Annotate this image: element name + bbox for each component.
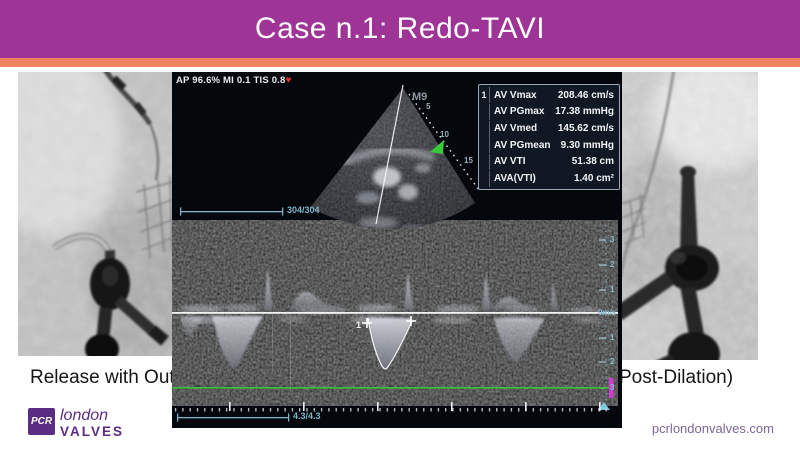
- status-text: AP 96.6% MI 0.1 TIS 0.8: [176, 75, 286, 86]
- measurement-row: AV PGmean 9.30 mmHg: [479, 137, 619, 154]
- measurement-label: AVA(VTI): [494, 173, 536, 185]
- caption-right: Post-Dilation): [619, 367, 734, 388]
- transducer-label: M9: [412, 91, 428, 103]
- title-banner: Case n.1: Redo-TAVI: [0, 0, 800, 58]
- pcr-london-valves-logo: PCR london VALVES: [28, 408, 124, 439]
- measurement-marker: 1: [479, 87, 490, 104]
- echocardiography-image: AP 96.6% MI 0.1 TIS 0.8♥ M9 5 10 15 304/…: [172, 72, 622, 428]
- scale-label-zero: 0m/s: [598, 308, 617, 317]
- page-title: Case n.1: Redo-TAVI: [254, 12, 546, 45]
- cine-progress-bottom: [177, 413, 290, 422]
- measurement-value: 208.46 cm/s: [557, 89, 614, 101]
- fluoroscopy-left-image: [0, 47, 208, 364]
- accent-strip: [0, 58, 800, 67]
- depth-label-10: 10: [440, 130, 449, 139]
- fluoroscopy-right-image: [608, 59, 778, 391]
- measurement-value: 17.38 mmHg: [555, 106, 614, 118]
- cine-counter-top: 304/304: [287, 205, 320, 215]
- scale-label-plus1: 1: [610, 285, 615, 294]
- scale-label-plus3: 3: [610, 235, 615, 244]
- caliper-cross-icon: [362, 316, 416, 328]
- scale-label-minus3: 3: [610, 383, 615, 392]
- measurement-row: AVA(VTI) 1.40 cm²: [479, 170, 619, 187]
- measurement-label: AV Vmax: [494, 89, 537, 101]
- cine-counter-bottom: 4.3/4.3: [293, 411, 321, 421]
- logo-valves-text: VALVES: [60, 424, 125, 439]
- measurement-row: 1 AV Vmax 208.46 cm/s: [479, 87, 619, 104]
- caption-left: Release with Outf: [30, 367, 180, 388]
- footer-url: pcrlondonvalves.com: [651, 421, 774, 436]
- measurement-label: AV PGmax: [494, 106, 545, 118]
- scale-label-minus2: 2: [610, 357, 615, 366]
- scale-label-minus1: 1: [610, 333, 615, 342]
- depth-label-5: 5: [426, 102, 431, 111]
- acoustic-output-status: AP 96.6% MI 0.1 TIS 0.8♥: [176, 75, 292, 86]
- measurement-row: AV Vmed 145.62 cm/s: [479, 120, 619, 137]
- measurement-panel: 1 AV Vmax 208.46 cm/s AV PGmax 17.38 mmH…: [478, 84, 620, 190]
- focus-arrow-icon: [430, 140, 444, 154]
- caliper-number-label: 1: [356, 320, 362, 330]
- logo-london-text: london: [60, 407, 109, 424]
- trace-outline: [367, 317, 413, 370]
- pcr-logo-icon: PCR: [28, 408, 55, 435]
- measurement-value: 145.62 cm/s: [557, 123, 614, 135]
- sweep-marker: [609, 378, 614, 398]
- measurement-value: 1.40 cm²: [573, 173, 614, 185]
- cine-progress-top: [180, 207, 284, 216]
- heart-icon: ♥: [285, 75, 292, 86]
- measurement-label: AV VTI: [494, 156, 526, 168]
- measurement-value: 51.38 cm: [571, 156, 614, 168]
- measurement-row: AV PGmax 17.38 mmHg: [479, 103, 619, 120]
- measurement-value: 9.30 mmHg: [560, 139, 614, 151]
- scale-label-plus2: 2: [610, 260, 615, 269]
- measurement-label: AV PGmean: [494, 139, 551, 151]
- measurement-label: AV Vmed: [494, 123, 538, 135]
- measurement-row: AV VTI 51.38 cm: [479, 153, 619, 170]
- depth-label-15: 15: [464, 156, 473, 165]
- ecg-line: [172, 387, 614, 389]
